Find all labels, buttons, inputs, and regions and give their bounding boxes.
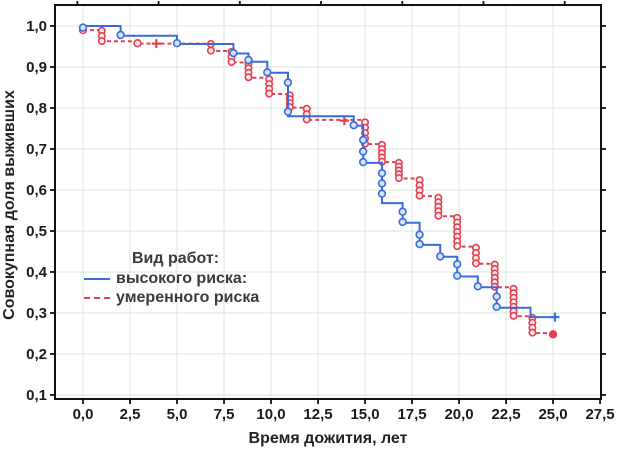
y-tick-label: 1,0	[26, 18, 47, 35]
x-tick-label: 12,5	[303, 406, 332, 423]
legend-item-label: высокого риска:	[116, 269, 248, 287]
legend: Вид работ: высокого риска: умеренного ри…	[84, 249, 259, 307]
moderate-risk-line-sample	[84, 296, 110, 299]
y-tick-label: 0,8	[26, 100, 47, 117]
tick-labels: 0,0 2,5 5,0 7,5 10,0 12,5 15,0 17,5 20,0 22,5 25,0…	[26, 18, 615, 423]
grid-lines	[55, 5, 601, 399]
x-tick-label: 0,0	[73, 406, 94, 423]
series-moderate-risk	[78, 25, 558, 339]
x-tick-label: 10,0	[256, 406, 285, 423]
legend-item-high-risk: высокого риска:	[84, 269, 259, 288]
legend-item-moderate-risk: умеренного риска	[84, 288, 259, 307]
legend-title: Вид работ:	[132, 250, 220, 267]
x-tick-label: 5,0	[167, 406, 188, 423]
x-axis-title: Время дожития, лет	[248, 430, 408, 447]
x-tick-label: 22,5	[491, 406, 520, 423]
y-tick-label: 0,7	[26, 141, 47, 158]
x-tick-label: 17,5	[397, 406, 426, 423]
x-tick-label: 15,0	[350, 406, 379, 423]
y-tick-label: 0,2	[26, 346, 47, 363]
high-risk-line-sample	[84, 277, 110, 280]
y-tick-label: 0,1	[26, 387, 47, 404]
x-tick-label: 20,0	[444, 406, 473, 423]
y-tick-label: 0,5	[26, 223, 47, 240]
plot-border-and-ticks	[50, 1, 606, 404]
x-tick-label: 2,5	[120, 406, 141, 423]
series-high-risk	[78, 23, 560, 322]
y-tick-label: 0,9	[26, 59, 47, 76]
y-axis-title: Совокупная доля выживших	[1, 90, 18, 320]
y-tick-label: 0,4	[26, 264, 48, 281]
x-tick-label: 27,5	[585, 406, 614, 423]
y-tick-label: 0,6	[26, 182, 47, 199]
y-tick-label: 0,3	[26, 305, 47, 322]
x-tick-label: 25,0	[538, 406, 567, 423]
x-tick-label: 7,5	[214, 406, 235, 423]
legend-item-label: умеренного риска	[116, 288, 260, 306]
